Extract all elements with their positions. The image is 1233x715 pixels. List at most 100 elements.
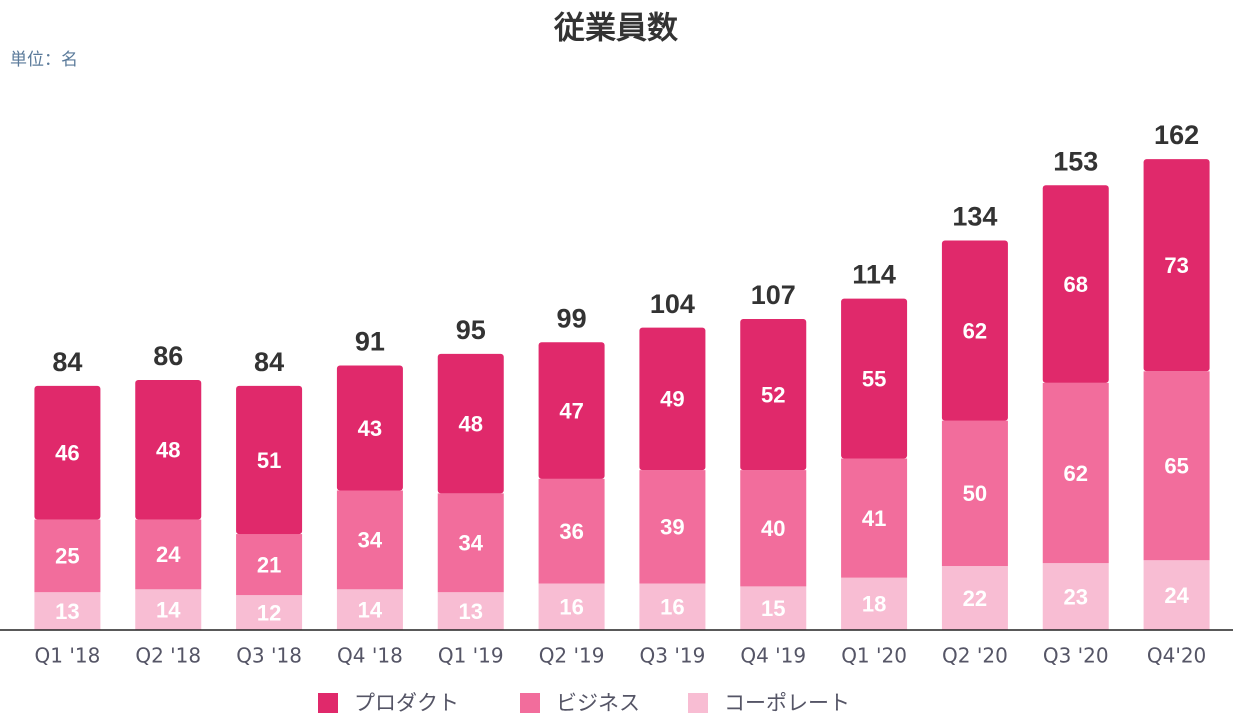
- segment-label: 34: [358, 528, 383, 553]
- legend-label: プロダクト: [354, 691, 459, 715]
- segment-label: 16: [559, 595, 583, 620]
- x-tick-label: Q1 '19: [438, 644, 504, 668]
- bar-segment: [841, 458, 908, 578]
- legend-label: コーポレート: [724, 691, 850, 715]
- segment-label: 23: [1064, 584, 1088, 609]
- bar-segment: [1143, 560, 1210, 630]
- bar-segment: [437, 592, 504, 630]
- bar-segment: [538, 478, 605, 584]
- segment-label: 36: [559, 519, 583, 544]
- segment-label: 25: [55, 544, 79, 569]
- segment-label: 47: [559, 398, 583, 423]
- segment-label: 18: [862, 592, 886, 617]
- x-tick-label: Q3 '18: [236, 644, 302, 668]
- segment-label: 62: [1064, 461, 1088, 486]
- bar-segment: [639, 470, 706, 584]
- x-tick-label: Q2 '18: [135, 644, 201, 668]
- bar-segment: [336, 490, 403, 590]
- total-label: 104: [650, 289, 695, 319]
- segment-label: 49: [660, 387, 684, 412]
- legend-swatch: [520, 693, 540, 713]
- total-label: 84: [52, 347, 82, 377]
- total-label: 134: [952, 202, 997, 232]
- total-label: 95: [456, 315, 486, 345]
- total-label: 114: [852, 260, 896, 290]
- x-tick-label: Q4'20: [1147, 644, 1206, 668]
- bar-segment: [740, 470, 807, 587]
- x-tick-label: Q2 '20: [942, 644, 1008, 668]
- x-tick-label: Q2 '19: [539, 644, 605, 668]
- segment-label: 50: [963, 481, 987, 506]
- total-label: 162: [1154, 120, 1199, 150]
- segment-label: 14: [156, 597, 181, 622]
- bar-segment: [135, 589, 202, 630]
- bar-segment: [1143, 159, 1210, 372]
- segment-label: 40: [761, 516, 785, 541]
- bar-segment: [34, 592, 101, 630]
- bar-segment: [1143, 371, 1210, 561]
- bar-segment: [740, 318, 807, 471]
- bar-segment: [437, 353, 504, 494]
- segment-label: 14: [358, 597, 383, 622]
- x-tick-label: Q4 '18: [337, 644, 403, 668]
- segment-label: 65: [1164, 454, 1188, 479]
- bar-segment: [1042, 563, 1109, 630]
- segment-label: 43: [358, 416, 382, 441]
- bar-segment: [135, 519, 202, 590]
- subtitle: 単位：名: [10, 50, 78, 70]
- bar-segment: [841, 577, 908, 630]
- segment-label: 12: [257, 600, 281, 625]
- segment-label: 15: [761, 596, 785, 621]
- segment-label: 24: [156, 542, 181, 567]
- segment-label: 48: [459, 411, 483, 436]
- total-label: 84: [254, 347, 284, 377]
- segment-label: 46: [55, 440, 79, 465]
- segment-label: 22: [963, 586, 987, 611]
- segment-label: 13: [459, 599, 483, 624]
- legend-swatch: [688, 693, 708, 713]
- segment-label: 52: [761, 382, 785, 407]
- segment-label: 39: [660, 515, 684, 540]
- segment-label: 62: [963, 318, 987, 343]
- bar-segment: [941, 420, 1008, 567]
- segment-label: 73: [1164, 253, 1188, 278]
- segment-label: 48: [156, 438, 180, 463]
- bar-segment: [639, 583, 706, 630]
- segment-label: 21: [257, 552, 281, 577]
- bar-segment: [135, 380, 202, 520]
- bar-segment: [336, 365, 403, 491]
- bar-segment: [236, 385, 303, 535]
- legend-swatch: [318, 693, 338, 713]
- bar-segment: [236, 595, 303, 630]
- x-tick-label: Q3 '19: [640, 644, 706, 668]
- segment-label: 34: [459, 531, 484, 556]
- total-label: 107: [751, 280, 796, 310]
- bar-segment: [1042, 185, 1109, 383]
- total-label: 153: [1053, 146, 1098, 176]
- segment-label: 55: [862, 366, 886, 391]
- bar-segment: [841, 298, 908, 459]
- total-label: 99: [557, 303, 587, 333]
- segment-label: 68: [1064, 272, 1088, 297]
- bar-segment: [336, 589, 403, 630]
- bar-segment: [538, 342, 605, 479]
- segment-label: 41: [862, 506, 886, 531]
- bar-segment: [941, 566, 1008, 630]
- segment-label: 13: [55, 599, 79, 624]
- segment-label: 51: [257, 448, 281, 473]
- x-tick-label: Q1 '18: [35, 644, 101, 668]
- x-tick-label: Q4 '19: [740, 644, 806, 668]
- bar-segment: [1042, 382, 1109, 564]
- bar-segment: [639, 327, 706, 471]
- x-tick-label: Q3 '20: [1043, 644, 1109, 668]
- bar-segment: [34, 519, 101, 593]
- bar-segment: [538, 583, 605, 630]
- total-label: 86: [153, 341, 183, 371]
- total-label: 91: [355, 327, 385, 357]
- bar-segment: [437, 493, 504, 593]
- segment-label: 24: [1164, 583, 1189, 608]
- bar-segment: [34, 385, 101, 520]
- bar-segment: [740, 586, 807, 630]
- x-tick-label: Q1 '20: [841, 644, 907, 668]
